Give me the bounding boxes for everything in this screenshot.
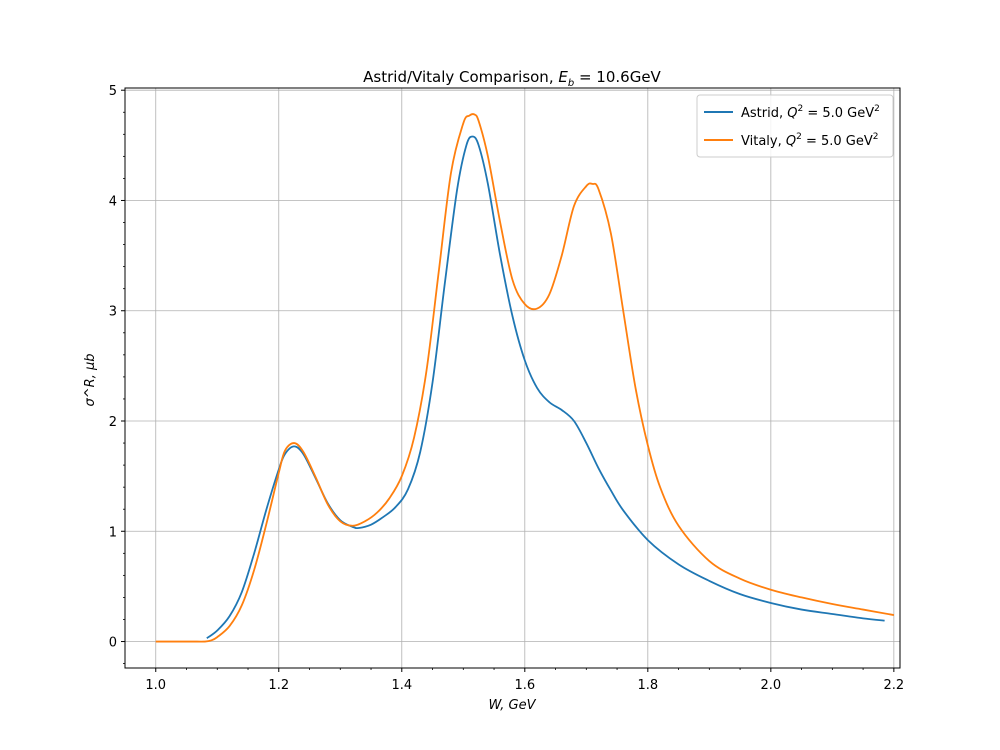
legend-frame	[696, 94, 894, 158]
legend-vitaly-q: Q	[786, 134, 796, 149]
title-symbol: E	[558, 68, 568, 86]
title-main: Astrid/Vitaly Comparison,	[363, 68, 558, 86]
legend-vitaly-mid: = 5.0 GeV	[802, 134, 873, 149]
series-line-astrid	[206, 135, 885, 639]
y-tick-label: 0	[109, 636, 117, 651]
ticks: 1.0 1.2 1.4 1.6 1.8 2.0 2.2 0 1 2 3 4 5	[109, 84, 904, 693]
legend-astrid-exp2: 2	[874, 104, 880, 114]
x-tick-label: 2.2	[884, 678, 905, 693]
legend-astrid-prefix: Astrid,	[741, 106, 787, 121]
x-tick-label: 1.0	[145, 678, 166, 693]
legend-label-astrid: Astrid, Q2 = 5.0 GeV2	[741, 104, 880, 121]
series-layer	[155, 113, 895, 643]
legend-vitaly-exp2: 2	[873, 132, 879, 142]
legend-vitaly-prefix: Vitaly,	[741, 134, 786, 149]
axes-frame	[124, 87, 901, 669]
title-subscript: b	[568, 78, 574, 89]
x-tick-label: 1.8	[637, 678, 658, 693]
legend-astrid-exp: 2	[797, 104, 803, 114]
y-tick-label: 5	[109, 84, 117, 99]
y-tick-label: 2	[109, 415, 117, 430]
legend-vitaly-exp: 2	[796, 132, 802, 142]
x-tick-label: 1.6	[514, 678, 535, 693]
y-tick-label: 1	[109, 525, 117, 540]
series-line-vitaly	[155, 113, 895, 643]
y-axis-label: σ^R, μb	[83, 354, 98, 407]
x-tick-label: 1.2	[268, 678, 289, 693]
x-tick-label: 2.0	[760, 678, 781, 693]
x-tick-label: 1.4	[391, 678, 412, 693]
legend-label-vitaly: Vitaly, Q2 = 5.0 GeV2	[741, 132, 879, 149]
grid-lines	[125, 88, 900, 668]
y-tick-label: 3	[109, 305, 117, 320]
x-axis-label: W, GeV	[488, 698, 536, 713]
legend-astrid-q: Q	[787, 106, 797, 121]
legend: Astrid, Q2 = 5.0 GeV2 Vitaly, Q2 = 5.0 G…	[696, 94, 894, 158]
legend-astrid-mid: = 5.0 GeV	[803, 106, 874, 121]
chart-title: Astrid/Vitaly Comparison, Eb = 10.6GeV	[363, 68, 661, 89]
title-rest: = 10.6GeV	[574, 68, 661, 86]
y-tick-label: 4	[109, 194, 117, 209]
